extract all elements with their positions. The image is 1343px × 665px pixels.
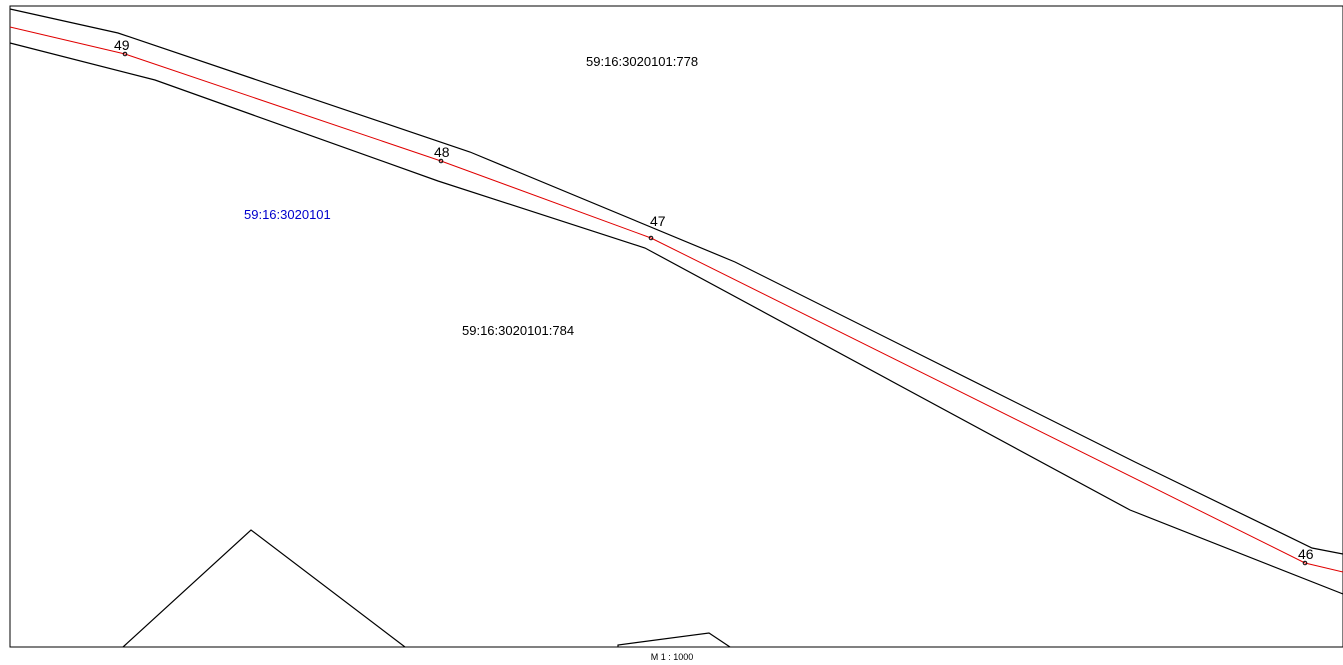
corridor-lower-boundary <box>9 42 1343 595</box>
point-marker-49 <box>122 51 128 57</box>
point-label-46: 46 <box>1298 546 1314 562</box>
point-marker-47 <box>648 235 654 241</box>
building-outline-triangle <box>122 529 406 648</box>
map-frame <box>9 5 1343 648</box>
point-label-48: 48 <box>434 144 450 160</box>
point-marker-46 <box>1302 560 1308 566</box>
point-label-47: 47 <box>650 213 666 229</box>
quarter-label: 59:16:3020101 <box>244 207 331 222</box>
building-outline-small <box>617 632 731 648</box>
parcel-label-784: 59:16:3020101:784 <box>462 323 574 338</box>
corridor-upper-boundary <box>9 8 1343 555</box>
parcel-label-778: 59:16:3020101:778 <box>586 54 698 69</box>
point-marker-48 <box>438 158 444 164</box>
centerline <box>9 26 1343 573</box>
point-label-49: 49 <box>114 37 130 53</box>
scale-label: M 1 : 1000 <box>651 652 694 662</box>
